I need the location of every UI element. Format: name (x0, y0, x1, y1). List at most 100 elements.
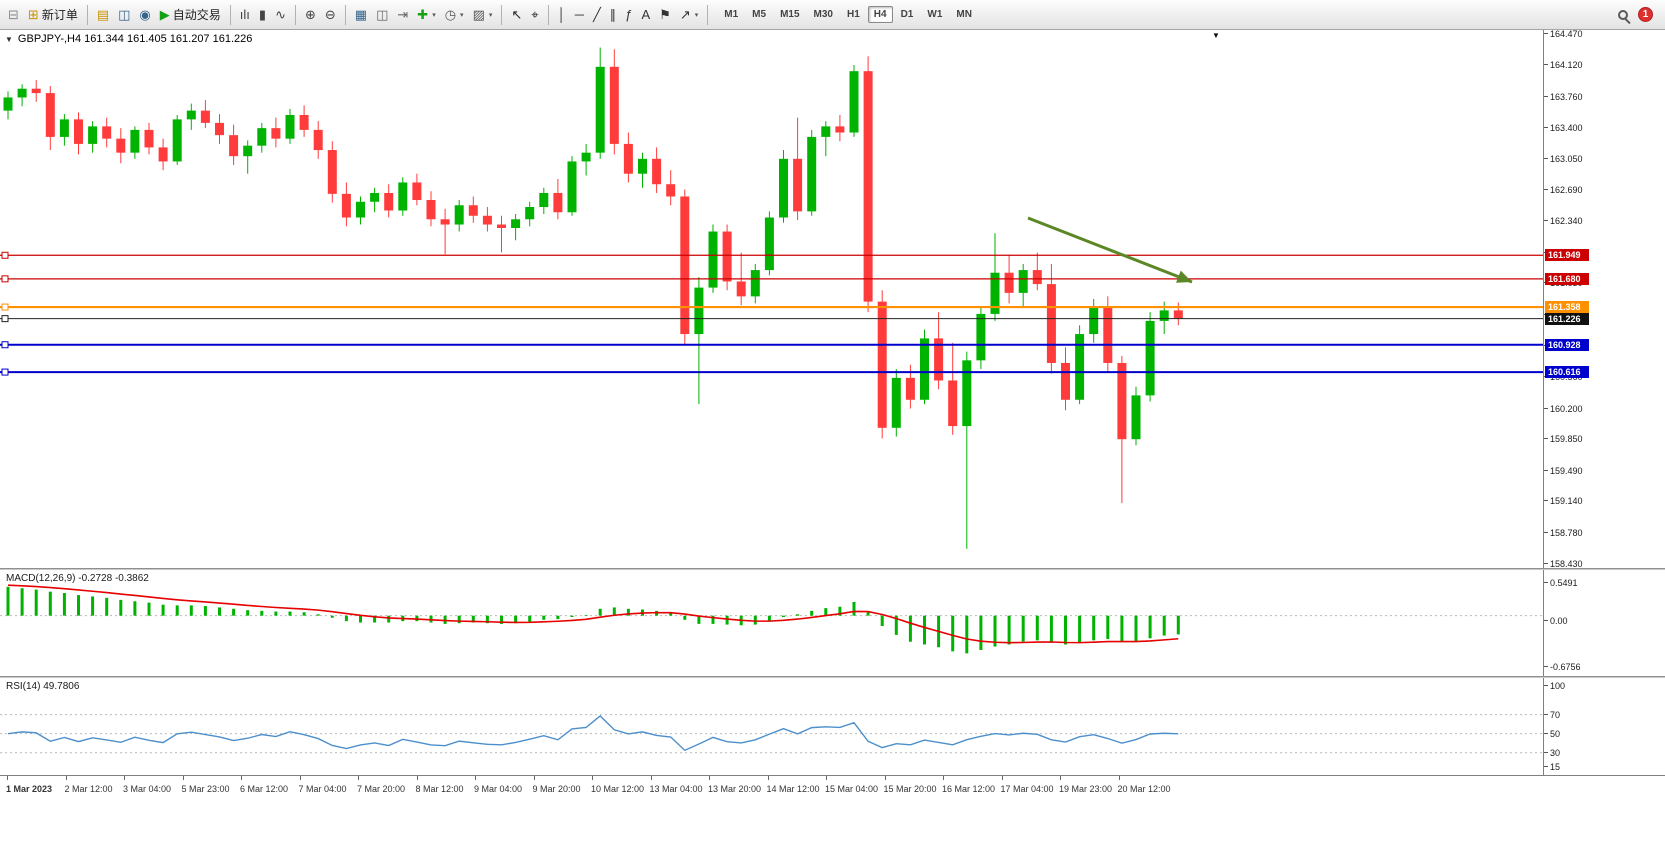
toolbar-right: 1 (1618, 7, 1661, 22)
rsi-plot[interactable] (0, 678, 1543, 775)
data-window-button[interactable]: ◉ (135, 5, 154, 24)
macd-panel[interactable]: MACD(12,26,9) -0.2728 -0.3862 0.5491 0.00… (0, 570, 1665, 676)
time-axis[interactable]: 1 Mar 2023 2 Mar 12:00 3 Mar 04:00 5 Mar 23… (0, 775, 1665, 801)
chart-shift-button[interactable]: ⇥ (393, 5, 412, 24)
time-axis-tick (1001, 776, 1003, 780)
vertical-line-button[interactable]: │ (554, 5, 570, 24)
candle-body (440, 219, 450, 225)
line-chart-icon: ∿ (275, 7, 286, 22)
candle-body (31, 88, 41, 94)
price-level-tag[interactable]: 161.949 (1545, 249, 1589, 262)
candle-body (638, 158, 647, 174)
panel-resize-handle[interactable] (0, 568, 1665, 570)
zoom-out-button[interactable]: ⊖ (321, 5, 340, 24)
timeframe-m5[interactable]: M5 (752, 9, 767, 20)
candle-body (215, 122, 224, 136)
new-order-button[interactable]: ⊞ 新订单 (24, 3, 82, 26)
timeframe-w1[interactable]: W1 (927, 9, 943, 20)
candle-body (623, 143, 633, 174)
price-axis: 164.470 164.120 163.760 163.400 163.050 162.6… (1543, 30, 1665, 568)
line-handle (1, 275, 9, 283)
notification-badge[interactable]: 1 (1638, 7, 1653, 22)
candle-body (200, 110, 210, 123)
dropdown-caret-icon: ▾ (432, 11, 436, 19)
channel-button[interactable]: ∥ (606, 5, 621, 24)
bottom-whitespace (0, 801, 1665, 850)
trendline-button[interactable]: ╱ (589, 5, 605, 24)
search-icon[interactable] (1618, 9, 1628, 20)
crosshair-button[interactable]: ⌖ (527, 5, 542, 24)
trend-arrow[interactable] (1027, 216, 1193, 284)
cursor-button[interactable]: ↖ (507, 5, 526, 24)
horizontal-line-button[interactable]: ─ (571, 5, 588, 24)
price-level-tag[interactable]: 161.680 (1545, 272, 1589, 285)
price-axis-label: 159.850 (1544, 434, 1583, 445)
price-level-tag[interactable]: 161.358 (1545, 301, 1589, 314)
arrows-button[interactable]: ↗ ▾ (676, 5, 702, 24)
macd-plot[interactable] (0, 570, 1543, 676)
line-handle (1, 368, 9, 376)
time-axis-label: 17 Mar 04:00 (1000, 784, 1054, 794)
candle-body (116, 138, 126, 153)
candlestick-plot[interactable] (0, 30, 1543, 568)
timeframe-h1[interactable]: H1 (846, 9, 860, 20)
macd-axis: 0.5491 0.00 -0.6756 (1543, 570, 1665, 676)
fibonacci-button[interactable]: ƒ (621, 5, 636, 24)
time-axis-label: 13 Mar 20:00 (708, 784, 762, 794)
timeframe-d1[interactable]: D1 (900, 9, 914, 20)
time-axis-label: 9 Mar 20:00 (532, 784, 581, 794)
candle-body (370, 192, 380, 202)
toolbar-separator (501, 4, 503, 25)
candle-body (1089, 307, 1099, 335)
time-axis-tick (358, 776, 359, 780)
zoom-in-button[interactable]: ⊕ (301, 5, 320, 24)
periods-button[interactable]: ◷ ▾ (441, 5, 468, 24)
cascade-windows-icon: ◫ (376, 7, 389, 22)
candle-body (750, 270, 760, 297)
profiles-button[interactable]: ◫ (114, 5, 134, 24)
price-level-tag[interactable]: 160.616 (1545, 366, 1589, 379)
timeframe-mn[interactable]: MN (956, 9, 972, 20)
indicator-plus-icon: ✚ (417, 7, 429, 22)
time-axis-tick (182, 776, 184, 780)
timeframe-m30[interactable]: M30 (813, 9, 833, 20)
price-level-tag[interactable]: 160.928 (1545, 338, 1589, 351)
price-chart-panel[interactable]: ▼ GBPJPY-,H4 161.344 161.405 161.207 161… (0, 30, 1665, 568)
candle-body (694, 287, 704, 335)
cascade-windows-button[interactable]: ◫ (372, 5, 392, 24)
window-menu-button[interactable]: ⊟ (4, 5, 23, 24)
timeframe-m1[interactable]: M1 (724, 9, 739, 20)
timeframe-h4[interactable]: H4 (867, 6, 893, 23)
candle-body (1159, 310, 1169, 321)
bar-chart-button[interactable]: ılı (236, 5, 254, 24)
label-button[interactable]: ⚑ (655, 5, 675, 24)
candle-body (1131, 395, 1141, 440)
macd-label: MACD(12,26,9) -0.2728 -0.3862 (6, 573, 149, 584)
templates-button[interactable]: ▨ ▾ (469, 5, 497, 24)
candle-body (793, 158, 803, 212)
time-axis-label: 10 Mar 12:00 (591, 784, 645, 794)
toolbar-separator (86, 4, 88, 25)
time-axis-label: 14 Mar 12:00 (766, 784, 820, 794)
charts-button[interactable]: ▤ (93, 5, 113, 24)
tile-windows-button[interactable]: ▦ (351, 5, 371, 24)
candle-body (327, 150, 337, 194)
line-chart-button[interactable]: ∿ (271, 5, 290, 24)
auto-trading-button[interactable]: ▶ 自动交易 (156, 3, 225, 26)
candle-body (948, 380, 958, 427)
candle-body (581, 152, 591, 162)
candle-body (1103, 307, 1113, 363)
candle-body (1117, 362, 1127, 440)
add-indicator-button[interactable]: ✚ ▾ (413, 5, 439, 24)
price-axis-label: 163.400 (1544, 123, 1583, 134)
candle-body (158, 147, 168, 162)
candlestick-chart-button[interactable]: ▮ (255, 5, 270, 24)
timeframe-m15[interactable]: M15 (780, 9, 800, 20)
text-button[interactable]: A (638, 5, 655, 24)
one-click-trading-toggle[interactable]: ▼ (5, 34, 13, 44)
panel-resize-handle[interactable] (0, 676, 1665, 678)
template-icon: ▨ (472, 7, 485, 22)
rsi-panel[interactable]: RSI(14) 49.7806 100 70 50 30 15 (0, 678, 1665, 775)
candle-body (877, 301, 887, 428)
toolbar-group: │ ─ ╱ ∥ ƒ A ⚑ ↗ ▾ (554, 5, 703, 24)
